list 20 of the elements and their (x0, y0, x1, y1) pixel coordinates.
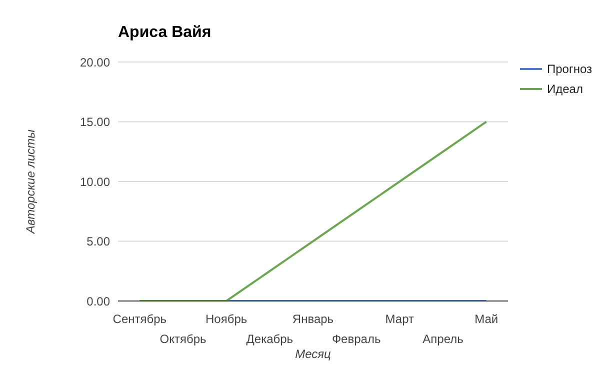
y-tick-label: 10.00 (80, 174, 110, 189)
y-tick-label: 5.00 (86, 234, 110, 249)
line-series (138, 120, 488, 301)
y-tick-label: 0.00 (86, 294, 110, 308)
y-axis-title: Авторские листы (23, 129, 38, 234)
chart-title: Ариса Вайя (118, 24, 212, 42)
x-tick-label: Май (474, 312, 498, 326)
y-tick-label: 20.00 (80, 55, 110, 70)
x-tick-label: Ноябрь (206, 312, 248, 326)
legend-label: Прогноз (547, 62, 592, 76)
x-tick-label: Декабрь (246, 332, 294, 346)
x-tick-label: Январь (292, 312, 334, 326)
legend-label: Идеал (547, 82, 583, 96)
x-axis-title: Месяц (295, 347, 332, 361)
x-tick-label: Октябрь (160, 332, 206, 346)
x-tick-label: Март (385, 312, 415, 326)
x-tick-label: Апрель (422, 332, 464, 346)
x-tick-label: Сентябрь (112, 312, 167, 326)
y-tick-label: 15.00 (80, 115, 110, 130)
x-tick-label: Февраль (332, 332, 381, 346)
